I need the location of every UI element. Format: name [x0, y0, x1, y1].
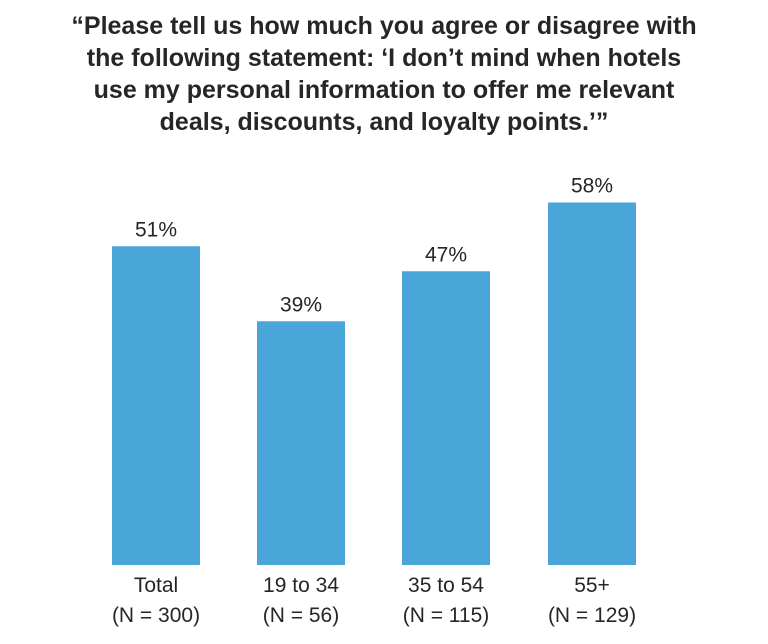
bar-4 — [548, 202, 636, 565]
chart-title: “Please tell us how much you agree or di… — [0, 10, 768, 138]
category-label-4: 55+ — [574, 574, 610, 597]
chart-title-line-1: “Please tell us how much you agree or di… — [71, 12, 697, 40]
category-sublabel-1: (N = 300) — [112, 604, 200, 627]
category-sublabel-2: (N = 56) — [263, 604, 339, 627]
bar-1 — [112, 246, 200, 565]
value-label-1: 51% — [135, 218, 177, 241]
category-label-2: 19 to 34 — [263, 574, 339, 597]
value-label-4: 58% — [571, 175, 613, 198]
bar-3 — [402, 271, 490, 565]
bar-2 — [257, 321, 345, 565]
category-label-1: Total — [134, 574, 178, 597]
category-sublabel-4: (N = 129) — [548, 604, 636, 627]
category-sublabel-3: (N = 115) — [403, 604, 490, 627]
chart-title-line-2: the following statement: ‘I don’t mind w… — [86, 44, 682, 72]
value-label-2: 39% — [280, 293, 322, 316]
category-label-3: 35 to 54 — [408, 574, 484, 597]
value-label-3: 47% — [425, 243, 467, 266]
chart-title-line-3: use my personal information to offer me … — [93, 76, 675, 104]
chart-title-line-4: deals, discounts, and loyalty points.’” — [159, 108, 609, 136]
